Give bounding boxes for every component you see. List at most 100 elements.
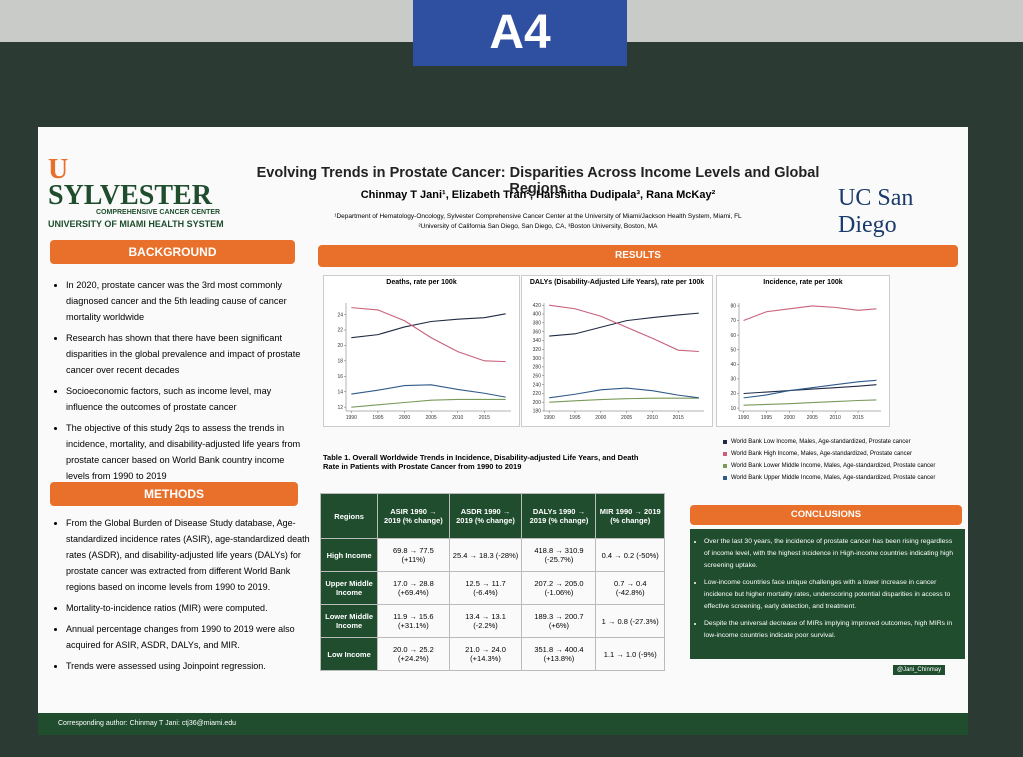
y-tick-label: 420 [533,303,542,309]
y-tick-label: 400 [533,312,542,318]
table-row: Upper Middle Income 17.0 → 28.8 (+69.4%) 1… [319,571,665,605]
x-tick-label: 1990 [346,415,357,421]
affiliation: ²University of California San Diego, San… [418,223,658,230]
bullet: Over the last 30 years, the incidence of… [704,536,959,572]
legend-entry: World Bank Upper Middle Income, Males, A… [723,475,968,481]
chart: Incidence, rate per 100k 10 20 30 40 50 60 70 80… [716,275,890,427]
x-tick-label: 1990 [544,415,555,421]
bullet: The objective of this study 2qs to asses… [66,420,302,484]
y-tick-label: 300 [533,356,542,362]
legend-swatch [723,464,727,468]
legend: World Bank Low Income, Males, Age-standa… [723,439,968,487]
chart: Deaths, rate per 100k 12 14 16 18 20 22 24 1990 1… [323,275,520,427]
y-tick-label: 70 [730,318,736,324]
poster-title: Evolving Trends in Prostate Cancer: Disp… [256,165,820,197]
x-tick-label: 1995 [372,415,383,421]
y-tick-label: 20 [730,391,736,397]
table-cell: 418.8 → 310.9 (-25.7%) [521,538,597,572]
y-tick-label: 50 [730,347,736,353]
sylvester-logo: U SYLVESTER COMPREHENSIVE CANCER CENTER … [48,154,228,230]
table-cell: High Income [319,538,379,572]
logo-org: UNIVERSITY OF MIAMI HEALTH SYSTEM [48,219,224,229]
table-cell: Low Income [319,637,379,671]
x-tick-label: 2005 [621,415,632,421]
y-tick-label: 240 [533,382,542,388]
table-cell: 69.8 → 77.5 (+11%) [377,538,450,572]
table-cell: 25.4 → 18.3 (-28%) [448,538,523,572]
table-cell: 11.9 → 15.6 (+31.1%) [377,604,450,638]
y-tick-label: 380 [533,321,542,327]
y-tick-label: 200 [533,400,542,406]
y-tick-label: 12 [337,405,343,411]
bullet: From the Global Burden of Disease Study … [66,515,310,595]
logo-sub: COMPREHENSIVE CANCER CENTER [96,209,221,216]
legend-entry: World Bank Lower Middle Income, Males, A… [723,463,968,469]
table-header-cell: DALYs 1990 → 2019 (% change) [521,493,597,539]
chart-title: DALYs (Disability-Adjusted Life Years), … [529,279,705,286]
section-heading: RESULTS [318,245,958,267]
data-line [351,398,506,408]
x-tick-label: 1995 [761,415,772,421]
legend-label: World Bank Lower Middle Income, Males, A… [731,463,936,469]
section-heading: METHODS [50,482,298,506]
table-caption: Table 1. Overall Worldwide Trends in Inc… [323,453,639,471]
x-tick-label: 2000 [399,415,410,421]
chart: DALYs (Disability-Adjusted Life Years), … [521,275,713,427]
x-tick-label: 1995 [569,415,580,421]
table-cell: 12.5 → 11.7 (-6.4%) [448,571,523,605]
logo-text: SYLVESTER [48,180,212,211]
bullet-list: From the Global Burden of Disease Study … [52,515,310,679]
y-tick-label: 22 [337,328,343,334]
table-cell: 189.3 → 200.7 (+6%) [521,604,597,638]
bullet: Mortality-to-incidence ratios (MIR) were… [66,600,310,616]
table-header-cell: MIR 1990 → 2019 (% change) [595,493,665,539]
data-line [549,312,699,337]
bullet: Low-income countries face unique challen… [704,577,959,613]
chart-plot: 12 14 16 18 20 22 24 1990 1995 2000 2005 2010 2015 [337,303,511,421]
y-tick-label: 320 [533,347,542,353]
table-cell: 0.4 → 0.2 (-50%) [595,538,665,572]
data-line [743,379,877,399]
x-tick-label: 2005 [426,415,437,421]
table-cell: 20.0 → 25.2 (+24.2%) [377,637,450,671]
x-tick-label: 2015 [673,415,684,421]
bullet-list: In 2020, prostate cancer was the 3rd mos… [52,277,302,489]
bullet-list: Over the last 30 years, the incidence of… [690,529,965,642]
chart-title: Incidence, rate per 100k [763,279,843,286]
logo-name: U SYLVESTER [48,154,212,211]
conclusions-box: Over the last 30 years, the incidence of… [690,529,965,659]
data-line [351,313,506,339]
legend-label: World Bank High Income, Males, Age-stand… [731,451,912,457]
table-cell: 1.1 → 1.0 (-9%) [595,637,665,671]
ucsd-logo: UC San Diego [838,185,914,238]
results-table: Regions ASIR 1990 → 2019 (% change) ASDR 1… [319,493,665,671]
x-tick-label: 2010 [647,415,658,421]
bullet: In 2020, prostate cancer was the 3rd mos… [66,277,302,325]
y-tick-label: 340 [533,338,542,344]
y-tick-label: 24 [337,312,343,318]
data-line [743,384,877,395]
y-tick-label: 180 [533,409,542,415]
chart-plot: 180 200 220 240 260 280 300 320 340 360 380 400 420 1… [533,303,704,421]
x-tick-label: 2015 [853,415,864,421]
y-tick-label: 18 [337,359,343,365]
x-tick-label: 1990 [738,415,749,421]
chart-title: Deaths, rate per 100k [386,279,457,286]
legend-swatch [723,440,727,444]
table-cell: 351.8 → 400.4 (+13.8%) [521,637,597,671]
x-tick-label: 2010 [452,415,463,421]
x-tick-label: 2000 [784,415,795,421]
data-line [549,387,699,399]
table-cell: Upper Middle Income [319,571,379,605]
table-cell: 17.0 → 28.8 (+69.4%) [377,571,450,605]
data-line [549,397,699,403]
bullet: Research has shown that there have been … [66,330,302,378]
data-line [743,399,877,406]
y-tick-label: 16 [337,374,343,380]
section-heading: CONCLUSIONS [690,505,962,525]
y-tick-label: 10 [730,406,736,412]
table-header-cell: ASDR 1990 → 2019 (% change) [448,493,523,539]
y-tick-label: 60 [730,333,736,339]
table-cell: 13.4 → 13.1 (-2.2%) [448,604,523,638]
twitter-handle: @Jani_Chinmay [893,665,946,675]
